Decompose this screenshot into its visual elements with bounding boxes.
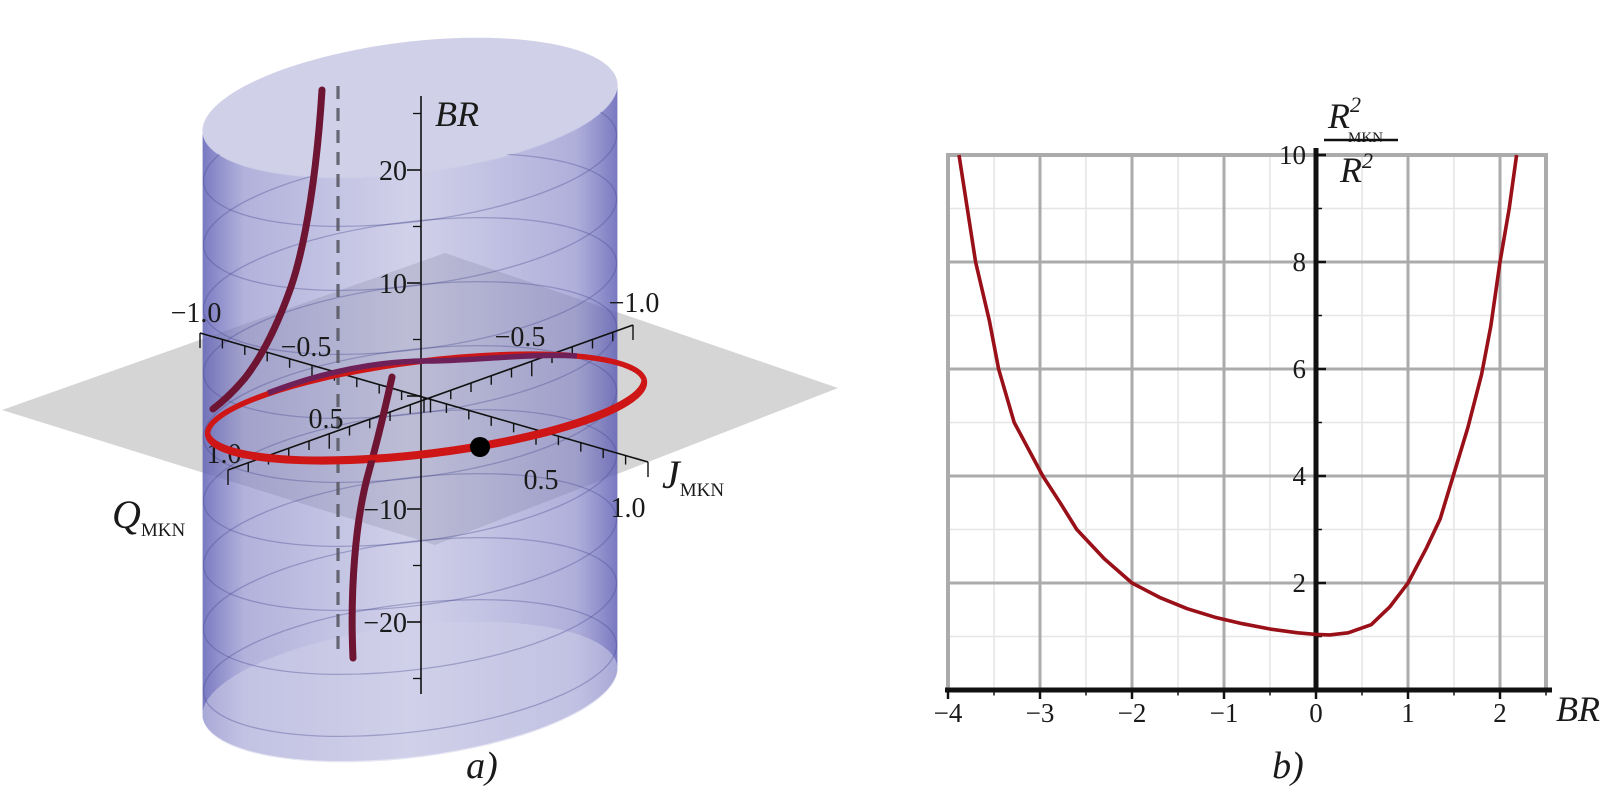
- j-tick-m10: −1.0: [171, 298, 222, 329]
- cylinder-bottom-cap: [202, 621, 618, 763]
- b-xtick-2: 2: [1493, 698, 1507, 728]
- b-y-axis-label-fraction: R2 MKN R2: [1324, 92, 1398, 190]
- b-xtick-m3: −3: [1026, 698, 1055, 728]
- trajectory-loop-back: [267, 352, 578, 396]
- z-axis-label: BR: [435, 94, 479, 134]
- cylinder-body: [202, 82, 618, 762]
- b-ytick-10: 10: [1279, 140, 1306, 170]
- b-xtick-0: 0: [1309, 698, 1323, 728]
- b-xtick-m1: −1: [1210, 698, 1239, 728]
- fraction-numerator: R2 MKN: [1327, 92, 1383, 146]
- marker-point: [470, 437, 490, 457]
- j-tick-05: 0.5: [524, 465, 559, 496]
- trajectory-branch-down: [348, 373, 396, 662]
- trajectory-branch-up: [209, 86, 326, 413]
- z-tick-m10: −10: [363, 495, 407, 526]
- ratio-curve: [957, 154, 1519, 637]
- j-axis-label: JMKN: [662, 452, 724, 501]
- panel-a-caption: a): [466, 745, 498, 787]
- z-tick-20: 20: [379, 156, 407, 187]
- z-tick-10: 10: [379, 269, 407, 300]
- b-ytick-2: 2: [1293, 568, 1307, 598]
- q-tick-05: 0.5: [309, 404, 344, 435]
- grid-minor: [948, 155, 1546, 690]
- j-tick-10: 1.0: [611, 493, 646, 524]
- panel-b-caption: b): [1272, 745, 1304, 787]
- b-ytick-4: 4: [1293, 461, 1307, 491]
- b-xtick-m4: −4: [934, 698, 963, 728]
- panel-a-3d-plot: 20 10 −10 −20 BR −1.0 −0.5 0.5 1.0 −1.0 …: [2, 37, 838, 787]
- cylinder-top-cap: [202, 37, 618, 179]
- trajectory-loop-front: [205, 380, 647, 462]
- panel-b-axis-ticks: [946, 153, 1547, 699]
- z-tick-m20: −20: [363, 608, 407, 639]
- b-x-axis-label: BR: [1556, 689, 1600, 729]
- b-ytick-8: 8: [1293, 247, 1307, 277]
- j-tick-m05: −0.5: [281, 332, 332, 363]
- b-xtick-1: 1: [1401, 698, 1415, 728]
- b-ytick-6: 6: [1293, 354, 1307, 384]
- b-xtick-m2: −2: [1118, 698, 1147, 728]
- q-tick-m10: −1.0: [609, 288, 660, 319]
- q-tick-m05: −0.5: [495, 322, 546, 353]
- panel-b-2d-plot: 10 8 6 4 2 −4 −3 −2 −1 0 1 2 BR R2 MKN R2…: [934, 92, 1600, 787]
- fraction-denominator: R2: [1339, 148, 1373, 190]
- q-axis-label: QMKN: [112, 492, 186, 541]
- cylinder-contours: [202, 88, 618, 738]
